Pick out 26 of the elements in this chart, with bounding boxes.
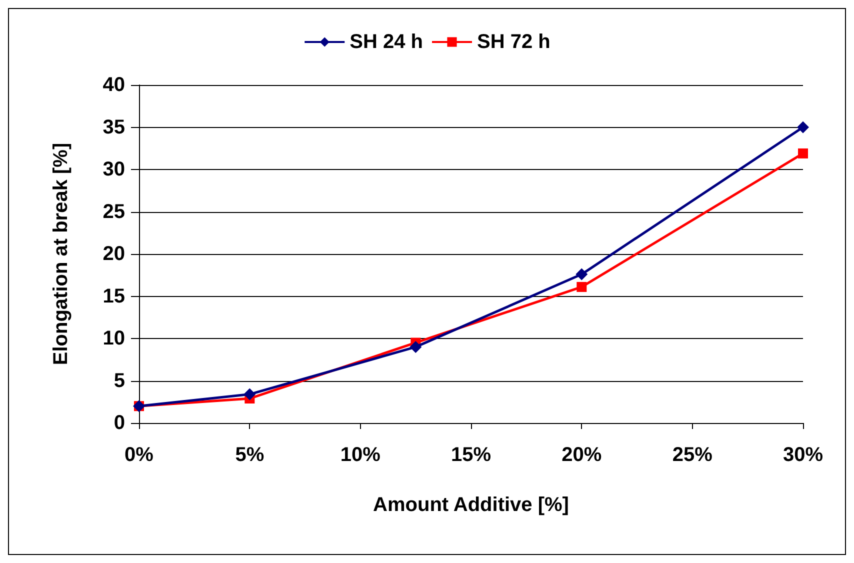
x-tick-label: 20% — [562, 444, 602, 466]
point — [576, 282, 587, 292]
point — [576, 268, 588, 280]
x-axis-title: Amount Additive [%] — [373, 494, 569, 516]
x-tick-label: 0% — [124, 444, 154, 466]
y-tick-label: 25 — [102, 200, 125, 223]
legend-label: SH 72 h — [477, 31, 550, 53]
y-axis-title: Elongation at break [%] — [50, 142, 72, 366]
y-tick-label: 35 — [102, 116, 125, 138]
x-tick-label: 15% — [450, 444, 492, 466]
point — [410, 340, 422, 353]
y-tick-label: 30 — [102, 158, 125, 180]
y-tick-label: 40 — [102, 74, 125, 96]
x-tick-label: 30% — [782, 444, 824, 466]
y-tick-label: 5 — [114, 370, 125, 392]
y-tick-label: 20 — [102, 243, 125, 265]
point — [798, 148, 808, 158]
y-tick-label: 15 — [102, 285, 125, 308]
x-tick-label: 25% — [672, 444, 713, 466]
point — [244, 388, 256, 400]
point — [797, 121, 809, 134]
y-tick-label: 0 — [114, 412, 125, 434]
legend-label: SH 24 h — [350, 31, 423, 53]
y-tick-label: 10 — [102, 328, 125, 350]
x-tick-label: 10% — [340, 444, 381, 466]
x-tick-label: 5% — [235, 444, 264, 466]
